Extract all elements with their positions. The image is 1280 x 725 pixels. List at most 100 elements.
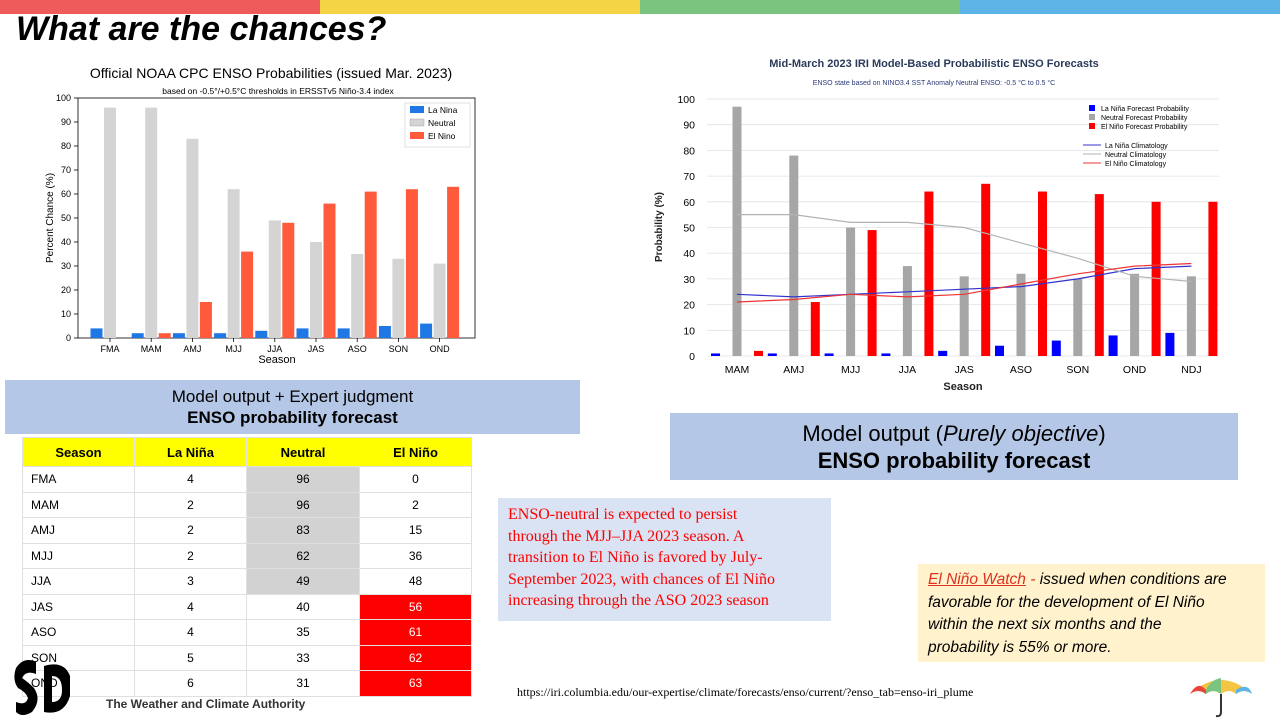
- cpc-x-axis-label: Season: [258, 354, 295, 366]
- cpc-xtick-label: SON: [389, 344, 409, 354]
- watch-dash: -: [1025, 571, 1040, 588]
- table-cell-la-nina: 4: [134, 466, 247, 493]
- cpc-bar-el-nino: [241, 251, 254, 338]
- iri-bar-neutral-forecast-probability: [902, 266, 912, 356]
- cpc-xtick-label: JJA: [267, 344, 282, 354]
- iri-bar-neutral-forecast-probability: [1016, 273, 1026, 356]
- cpc-y-axis-label: Percent Chance (%): [45, 173, 56, 263]
- cpc-xtick-label: FMA: [101, 344, 120, 354]
- cpc-bar-la-nina: [172, 333, 185, 338]
- iri-ytick-label: 10: [683, 325, 695, 337]
- iri-legend-el-nino-clim: El Niño Climatology: [1105, 161, 1167, 168]
- table-cell-neutral: 83: [246, 517, 360, 544]
- iri-line-la-nina-climatology: [736, 265, 1192, 298]
- table-cell-neutral: 33: [246, 644, 360, 671]
- iri-xtick-label: MJJ: [841, 364, 860, 376]
- cpc-legend-neutral: Neutral: [428, 118, 456, 128]
- cpc-legend-swatch-la-nina: [410, 106, 424, 113]
- cpc-bar-la-nina: [90, 328, 103, 338]
- cpc-bar-la-nina: [337, 328, 350, 338]
- cpc-bar-la-nina: [131, 333, 144, 338]
- iri-xtick-label: JAS: [955, 364, 974, 376]
- expert-judgment-label-line2: ENSO probability forecast: [187, 408, 398, 427]
- iri-bar-la-nina-forecast-probability: [1108, 335, 1118, 356]
- table-row: FMA 4 96 0: [22, 466, 472, 493]
- iri-ytick-label: 50: [683, 223, 695, 235]
- table-cell-el-nino: 61: [359, 619, 472, 646]
- iri-bar-neutral-forecast-probability: [732, 106, 742, 357]
- table-cell-season: JJA: [22, 568, 135, 595]
- top-color-bar-red: [0, 0, 320, 14]
- cpc-ytick-label: 20: [61, 285, 71, 295]
- cpc-xtick-label: OND: [430, 344, 451, 354]
- cpc-xtick-label: AMJ: [183, 344, 201, 354]
- table-cell-el-nino: 48: [359, 568, 472, 595]
- table-cell-season: OND: [22, 670, 135, 697]
- outlook-line-1: ENSO-neutral is expected to persist: [508, 506, 738, 523]
- cpc-chart-title: Official NOAA CPC ENSO Probabilities (is…: [90, 65, 452, 81]
- table-cell-la-nina: 4: [134, 593, 247, 620]
- table-row: JJA 3 49 48: [22, 568, 472, 595]
- table-header-el-nino: El Niño: [359, 437, 472, 467]
- table-cell-el-nino: 56: [359, 593, 472, 620]
- table-cell-el-nino: 0: [359, 466, 472, 493]
- table-cell-la-nina: 5: [134, 644, 247, 671]
- iri-bar-neutral-forecast-probability: [959, 276, 969, 356]
- iri-forecast-chart: Mid-March 2023 IRI Model-Based Probabili…: [654, 58, 1219, 393]
- iri-bar-el-nino-forecast-probability: [1038, 191, 1047, 356]
- table-cell-la-nina: 2: [134, 517, 247, 544]
- iri-legend-neutral-clim: Neutral Climatology: [1105, 152, 1167, 159]
- table-cell-neutral: 40: [246, 593, 360, 620]
- cpc-bar-el-nino: [447, 186, 460, 338]
- cpc-xtick-label: MAM: [141, 344, 162, 354]
- iri-xtick-label: MAM: [725, 364, 750, 376]
- iri-ytick-label: 90: [683, 120, 695, 132]
- iri-legend-la-nina: La Niña Forecast Probability: [1101, 106, 1189, 113]
- iri-chart-subtitle: ENSO state based on NINO3.4 SST Anomaly …: [813, 79, 1055, 87]
- iri-bar-el-nino-forecast-probability: [810, 302, 820, 356]
- iri-legend-swatch-la-nina: [1089, 105, 1095, 111]
- iri-bar-el-nino-forecast-probability: [924, 191, 934, 356]
- slide-title: What are the chances?: [16, 10, 387, 48]
- table-cell-neutral: 62: [246, 542, 360, 569]
- iri-bar-la-nina-forecast-probability: [824, 353, 834, 356]
- noaa-logo: [14, 656, 104, 720]
- iri-ytick-label: 60: [683, 197, 695, 209]
- iri-bar-el-nino-forecast-probability: [1151, 201, 1161, 356]
- iri-legend-la-nina-clim: La Niña Climatology: [1105, 143, 1168, 150]
- logo-tagline: The Weather and Climate Authority: [106, 697, 306, 711]
- cpc-ytick-label: 0: [66, 333, 71, 343]
- el-nino-watch-box: El Niño Watch - issued when conditions a…: [918, 564, 1265, 662]
- cpc-ytick-label: 40: [61, 237, 71, 247]
- cpc-ytick-label: 70: [61, 165, 71, 175]
- iri-bar-la-nina-forecast-probability: [1165, 332, 1175, 356]
- objective-model-label-box: Model output (Purely objective) ENSO pro…: [670, 413, 1238, 480]
- cpc-xtick-label: MJJ: [225, 344, 242, 354]
- table-header-la-nina: La Niña: [134, 437, 247, 467]
- iri-ytick-label: 100: [677, 94, 695, 106]
- cpc-bar-la-nina: [378, 326, 391, 338]
- iri-line-el-nino-climatology: [736, 262, 1192, 303]
- iri-xtick-label: NDJ: [1181, 364, 1201, 376]
- outlook-line-3: transition to El Niño is favored by July…: [508, 549, 763, 566]
- source-url-link[interactable]: https://iri.columbia.edu/our-expertise/c…: [517, 685, 974, 699]
- cpc-bar-neutral: [227, 189, 240, 338]
- cpc-legend: La Nina Neutral El Nino: [404, 102, 471, 148]
- table-cell-la-nina: 3: [134, 568, 247, 595]
- cpc-ytick-label: 30: [61, 261, 71, 271]
- iri-ytick-label: 80: [683, 145, 695, 157]
- cpc-ytick-label: 80: [61, 141, 71, 151]
- iri-chart-title: Mid-March 2023 IRI Model-Based Probabili…: [769, 58, 1098, 70]
- watch-line-1: El Niño Watch - issued when conditions a…: [928, 569, 1255, 592]
- watch-line-4: probability is 55% or more.: [928, 638, 1112, 656]
- top-color-bar-green: [640, 0, 960, 14]
- table-row: ASO 4 35 61: [22, 619, 472, 646]
- iri-bar-neutral-forecast-probability: [789, 155, 799, 356]
- enso-outlook-textbox: ENSO-neutral is expected to persist thro…: [498, 498, 831, 621]
- watch-line-2: favorable for the development of El Niño: [928, 593, 1205, 611]
- cpc-bar-el-nino: [199, 302, 212, 338]
- top-color-bar-blue: [960, 0, 1280, 14]
- iri-legend-swatch-neutral: [1089, 114, 1095, 120]
- cpc-legend-el-nino: El Nino: [428, 131, 456, 141]
- iri-bar-el-nino-forecast-probability: [981, 183, 991, 356]
